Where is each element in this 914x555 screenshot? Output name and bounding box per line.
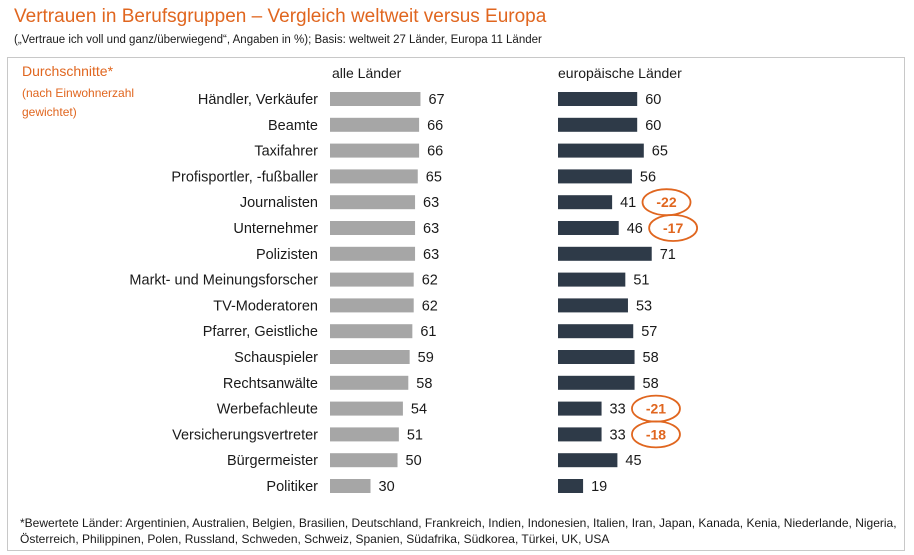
category-label: Polizisten	[256, 247, 318, 263]
europe-value-label: 46	[627, 221, 643, 237]
world-value-label: 54	[411, 402, 427, 418]
europe-value-label: 33	[610, 402, 626, 418]
world-bar	[330, 324, 413, 339]
europe-value-label: 57	[641, 324, 657, 340]
category-label: Händler, Verkäufer	[198, 92, 318, 108]
world-bar	[330, 453, 398, 468]
averages-note-line-2: gewichtet)	[22, 105, 77, 119]
europe-bar	[558, 427, 602, 442]
difference-label: -22	[656, 194, 676, 210]
europe-bar	[558, 479, 584, 493]
category-label: Beamte	[268, 118, 318, 134]
difference-label: -18	[646, 426, 666, 442]
world-bar	[330, 117, 420, 132]
category-label: Versicherungsvertreter	[172, 427, 318, 443]
europe-bar	[558, 221, 619, 235]
category-label: Bürgermeister	[227, 453, 318, 469]
world-column-header: alle Länder	[332, 65, 402, 81]
category-label: TV-Moderatoren	[213, 298, 318, 314]
world-value-label: 65	[426, 169, 442, 185]
category-label: Journalisten	[240, 195, 318, 211]
category-label: Unternehmer	[233, 221, 318, 237]
europe-value-label: 19	[591, 479, 607, 495]
category-label: Profisportler, -fußballer	[171, 169, 318, 185]
world-bar	[330, 246, 416, 261]
europe-value-label: 60	[645, 118, 661, 134]
europe-bar	[558, 324, 634, 339]
europe-bar	[558, 453, 618, 468]
europe-bar	[558, 298, 628, 313]
world-value-label: 66	[427, 118, 443, 134]
world-bar	[330, 143, 420, 158]
category-label: Taxifahrer	[254, 144, 318, 160]
world-value-label: 62	[422, 298, 438, 314]
world-value-label: 63	[423, 221, 439, 237]
world-value-label: 66	[427, 144, 443, 160]
world-value-label: 30	[379, 479, 395, 495]
world-value-label: 61	[420, 324, 436, 340]
europe-bar	[558, 272, 626, 287]
europe-value-label: 65	[652, 144, 668, 160]
europe-bar	[558, 401, 602, 416]
europe-value-label: 53	[636, 298, 652, 314]
europe-value-label: 51	[633, 273, 649, 289]
europe-value-label: 56	[640, 169, 656, 185]
europe-bar	[558, 117, 638, 132]
world-value-label: 63	[423, 247, 439, 263]
europe-bar	[558, 195, 613, 210]
world-value-label: 67	[428, 92, 444, 108]
world-bar	[330, 92, 421, 106]
world-value-label: 59	[418, 350, 434, 366]
difference-label: -21	[646, 401, 666, 417]
footnote: *Bewertete Länder: Argentinien, Australi…	[20, 516, 897, 546]
world-bar	[330, 195, 416, 210]
world-value-label: 63	[423, 195, 439, 211]
europe-value-label: 41	[620, 195, 636, 211]
chart-subtitle: („Vertraue ich voll und ganz/überwiegend…	[14, 34, 542, 46]
world-bar	[330, 427, 399, 442]
europe-value-label: 60	[645, 92, 661, 108]
category-label: Pfarrer, Geistliche	[203, 324, 318, 340]
world-bar	[330, 479, 371, 493]
europe-bar	[558, 143, 644, 158]
europe-value-label: 33	[610, 427, 626, 443]
world-bar	[330, 298, 414, 313]
world-value-label: 50	[406, 453, 422, 469]
europe-bar	[558, 375, 635, 390]
world-value-label: 51	[407, 427, 423, 443]
world-bar	[330, 169, 418, 184]
averages-label: Durchschnitte*	[22, 63, 114, 79]
difference-circle	[648, 214, 699, 242]
category-label: Markt- und Meinungsforscher	[129, 273, 318, 289]
world-bar	[330, 375, 409, 390]
difference-circle	[631, 420, 681, 449]
europe-bar	[558, 92, 638, 106]
europe-value-label: 58	[643, 376, 659, 392]
chart-frame	[7, 57, 905, 551]
category-label: Schauspieler	[234, 350, 318, 366]
world-bar	[330, 221, 416, 235]
averages-note: (nach Einwohnerzahl gewichtet)	[22, 84, 134, 122]
category-label: Rechtsanwälte	[223, 376, 318, 392]
europe-value-label: 71	[660, 247, 676, 263]
europe-bar	[558, 350, 635, 364]
europe-value-label: 58	[643, 350, 659, 366]
world-value-label: 58	[416, 376, 432, 392]
world-bar	[330, 350, 410, 364]
category-label: Politiker	[266, 479, 318, 495]
averages-note-line-1: (nach Einwohnerzahl	[22, 86, 135, 100]
chart-title: Vertrauen in Berufsgruppen – Vergleich w…	[14, 6, 547, 27]
difference-label: -17	[663, 220, 683, 236]
europe-bar	[558, 246, 652, 261]
world-value-label: 62	[422, 273, 438, 289]
europe-column-header: europäische Länder	[558, 65, 682, 81]
category-label: Werbefachleute	[217, 402, 318, 418]
world-bar	[330, 401, 403, 416]
world-bar	[330, 272, 414, 287]
europe-value-label: 45	[625, 453, 641, 469]
europe-bar	[558, 169, 632, 184]
